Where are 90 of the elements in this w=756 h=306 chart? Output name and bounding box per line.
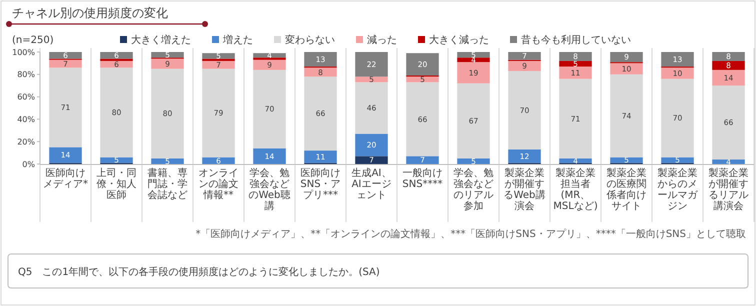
bar (610, 157, 643, 163)
x-tick-label: 製薬企業担当者(MR、MSLなど) (553, 167, 598, 212)
bar (457, 62, 490, 84)
chart-subtitle: (n=250) (12, 35, 54, 46)
bar (457, 83, 490, 158)
bar (49, 52, 82, 59)
bar (406, 53, 439, 76)
bar (304, 76, 337, 151)
bar (661, 52, 694, 67)
bar (253, 70, 286, 148)
bar (610, 52, 643, 62)
bar (100, 68, 133, 158)
x-tick-label: オンラインの論文情報** (198, 168, 238, 201)
bar (457, 52, 490, 58)
bar (253, 60, 286, 70)
y-tick-label: 80% (17, 70, 36, 80)
bar (49, 68, 82, 148)
bar (355, 134, 388, 156)
bar (712, 70, 745, 86)
bar (202, 68, 235, 158)
bar (49, 60, 82, 68)
y-tick-label: 20% (17, 137, 36, 146)
bar (253, 148, 286, 164)
chart-title: チャネル別の使用頻度の変化 (12, 6, 168, 20)
bar (100, 60, 133, 68)
text: Q5 この1年間で、以下の各手段の使用頻度はどのように変化しましたか。(SA) (18, 266, 380, 278)
bar (712, 160, 745, 164)
x-tick-label: 書籍、専門誌・学会誌など (148, 167, 188, 201)
bar (304, 68, 337, 77)
bar (457, 158, 490, 164)
legend-label: 減った (367, 34, 397, 46)
bar (202, 60, 235, 69)
x-tick-label: 学会、勉強会などのWeb聴講 (248, 167, 290, 212)
bar (355, 52, 388, 77)
x-tick-label: 医師向けメディア* (43, 167, 88, 190)
bar (712, 60, 745, 70)
bar (508, 71, 541, 150)
bar (202, 157, 235, 164)
bar (559, 60, 592, 67)
bar (661, 78, 694, 158)
y-tick-label: 40% (17, 115, 36, 124)
legend-label: 昔も今も利用していない (521, 34, 631, 46)
bar (559, 78, 592, 158)
bar (406, 156, 439, 164)
x-tick-label: 製薬企業が開催するリアル講演会 (708, 167, 748, 212)
legend-label: 増えた (222, 34, 253, 46)
y-tick-label: 60% (17, 92, 36, 102)
bar (406, 76, 439, 82)
bar (610, 74, 643, 158)
bar (508, 60, 541, 72)
bar (202, 53, 235, 59)
bar (151, 58, 184, 69)
y-tick-label: 100% (12, 48, 36, 57)
bar (661, 157, 694, 163)
x-tick-label: 医師向けSNS・アプリ*** (300, 167, 341, 201)
bar (508, 149, 541, 163)
x-tick-label: 製薬企業が開催するWeb講演会 (504, 167, 546, 212)
y-tick-label: 0% (22, 160, 36, 169)
bar (661, 68, 694, 79)
x-tick-label: 製薬企業からのメールマガジン (658, 167, 698, 212)
legend-label: 大きく減った (429, 34, 489, 46)
legend-label: 変わらない (285, 34, 335, 46)
bar (151, 52, 184, 58)
x-tick-label: 生成AI、AIエージェント (352, 167, 392, 201)
bar (151, 158, 184, 164)
bar (304, 150, 337, 163)
text: *「医師向けメディア」、**「オンラインの論文情報」、***「医師向けSNS・アプリ」、****「一般向けSNS」として聴取 (196, 228, 746, 240)
legend-label: 大きく増えた (131, 34, 191, 46)
x-tick-label: 上司・同僚・知人医師 (96, 167, 136, 201)
bar (559, 158, 592, 163)
bar (253, 53, 286, 58)
x-tick-label: 製薬企業の医療関係者向けサイト (606, 167, 646, 212)
x-tick-label: 学会、勉強会などのリアル参加 (454, 167, 494, 212)
bar (49, 147, 82, 163)
bar (406, 82, 439, 156)
bar (100, 52, 133, 59)
bar (100, 157, 133, 163)
bar (304, 52, 337, 67)
bar (712, 52, 745, 61)
bar (355, 156, 388, 164)
bar (610, 63, 643, 74)
bar (508, 52, 541, 60)
bar (559, 66, 592, 79)
bar (355, 82, 388, 134)
bar (355, 76, 388, 82)
bar (712, 86, 745, 160)
bar (457, 58, 490, 62)
x-tick-label: 一般向けSNS**** (402, 167, 443, 190)
bar (559, 52, 592, 61)
bar (151, 68, 184, 158)
